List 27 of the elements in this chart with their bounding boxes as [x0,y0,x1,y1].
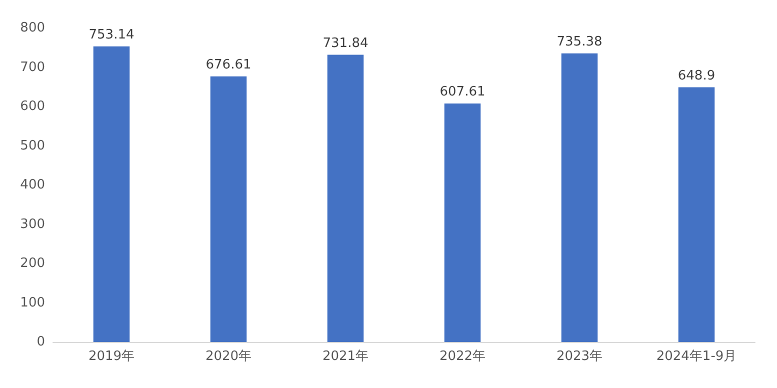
data-label: 735.38 [556,34,602,50]
x-tick-label: 2019年 [88,349,135,364]
y-tick-label: 300 [20,216,45,232]
x-tick-label: 2023年 [556,349,603,364]
x-tick-label: 2022年 [439,349,486,364]
y-tick-label: 200 [20,256,45,271]
bar [327,54,364,342]
x-tick-label: 2021年 [322,349,369,364]
data-label: 648.9 [678,68,716,84]
data-label: 731.84 [322,36,368,51]
data-label: 753.14 [88,27,134,42]
y-tick-label: 700 [20,60,45,75]
bar [210,76,247,342]
y-tick-label: 500 [20,138,45,154]
bar [678,87,715,342]
bar [561,53,598,342]
bar [444,104,481,342]
y-tick-label: 800 [20,20,45,36]
y-tick-label: 100 [20,295,45,310]
data-label: 607.61 [440,84,486,100]
y-tick-label: 0 [36,334,45,350]
x-tick-label: 2020年 [205,349,252,364]
data-label: 676.61 [206,57,252,72]
bar [93,46,130,342]
y-tick-label: 400 [20,178,45,192]
x-tick-label: 2024年1-9月 [656,349,737,364]
y-tick-label: 600 [20,99,45,114]
